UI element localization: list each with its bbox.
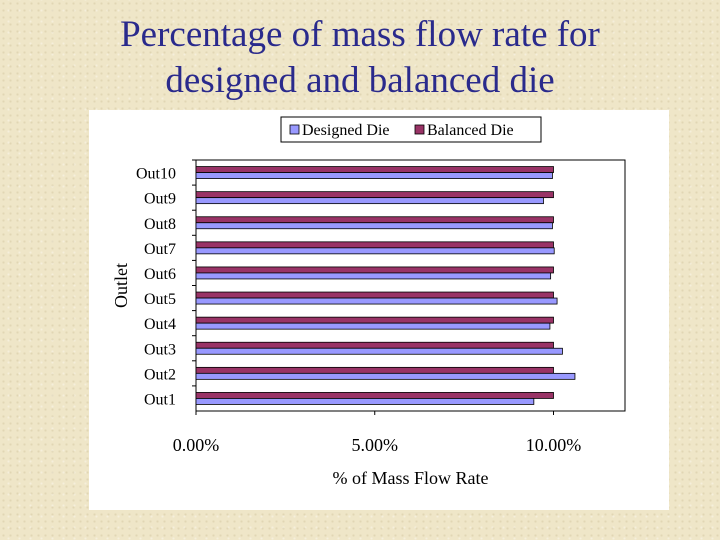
- y-tick-label-out4: Out4: [144, 316, 176, 333]
- bar-designed-out10: [195, 172, 553, 179]
- bar-designed-out9: [195, 197, 544, 205]
- bar-balanced-out8: [195, 216, 554, 224]
- x-tick-label-3: 10.00%: [526, 435, 582, 455]
- bar-designed-out6: [195, 272, 552, 280]
- bar-designed-out2: [195, 372, 576, 380]
- bar-designed-out5: [195, 297, 558, 305]
- legend-swatch-1: [289, 124, 300, 135]
- slide-title-line-1: Percentage of mass flow rate for: [120, 14, 600, 55]
- bar-designed-out7: [195, 247, 555, 255]
- y-tick-label-out1: Out1: [144, 391, 176, 408]
- y-tick-label-out10: Out10: [136, 166, 176, 183]
- x-axis-title: % of Mass Flow Rate: [333, 468, 489, 488]
- legend-label-1: Designed Die: [302, 122, 390, 139]
- chart-panel: Designed Die Balanced Die Out1 Out2 Out3 Out4…: [89, 110, 669, 510]
- bar-designed-out8: [195, 222, 553, 230]
- bar-designed-out1: [195, 398, 535, 405]
- bar-balanced-out2: [195, 366, 554, 374]
- legend-swatch-2: [414, 124, 425, 135]
- bar-chart: Designed Die Balanced Die Out1 Out2 Out3 Out4…: [111, 116, 626, 488]
- y-tick-label-out9: Out9: [144, 191, 176, 208]
- bar-balanced-out9: [195, 191, 554, 199]
- bar-balanced-out10: [195, 166, 554, 173]
- y-tick-label-out5: Out5: [144, 291, 176, 308]
- y-tick-label-out2: Out2: [144, 366, 176, 383]
- y-tick-label-out7: Out7: [144, 241, 176, 258]
- bar-designed-out4: [195, 322, 551, 330]
- y-tick-label-out8: Out8: [144, 216, 176, 233]
- slide-title: Percentage of mass flow rate for designe…: [0, 12, 720, 104]
- x-tick-label-1: 0.00%: [173, 435, 220, 455]
- bar-balanced-out1: [195, 392, 554, 399]
- slide-title-line-2: designed and balanced die: [165, 60, 555, 101]
- legend-label-2: Balanced Die: [427, 122, 514, 139]
- x-tick-label-2: 5.00%: [352, 435, 399, 455]
- bar-balanced-out5: [195, 291, 554, 299]
- bar-balanced-out4: [195, 316, 554, 324]
- bar-designed-out3: [195, 347, 563, 355]
- bar-balanced-out7: [195, 241, 554, 249]
- y-axis-title: Outlet: [111, 263, 131, 308]
- bar-balanced-out6: [195, 266, 554, 274]
- y-tick-label-out3: Out3: [144, 341, 176, 358]
- bar-balanced-out3: [195, 341, 554, 349]
- legend-box: [280, 116, 542, 143]
- y-tick-label-out6: Out6: [144, 266, 176, 283]
